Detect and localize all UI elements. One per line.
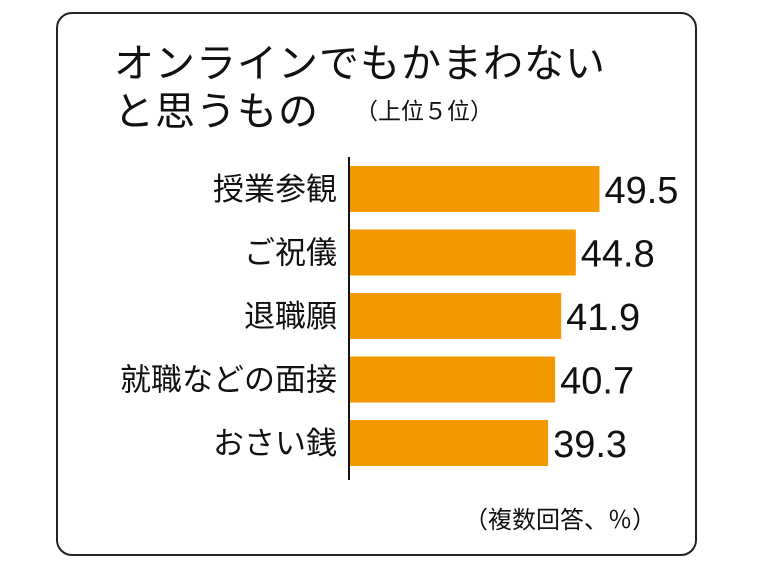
category-label-2: 退職願 xyxy=(244,299,337,335)
category-label-3: 就職などの面接 xyxy=(120,363,337,399)
bar-4 xyxy=(350,420,549,466)
bar-0 xyxy=(350,166,600,212)
bar-1 xyxy=(350,229,576,276)
chart-title-line1: オンラインでもかまわない xyxy=(114,41,606,87)
bar-2 xyxy=(350,293,562,339)
chart-title-line2: と思うもの （上位５位） xyxy=(114,92,493,132)
value-label-3: 40.7 xyxy=(560,361,634,403)
value-label-0: 49.5 xyxy=(604,170,678,212)
chart-subtitle: （上位５位） xyxy=(355,99,493,125)
category-label-1: ご祝儀 xyxy=(244,236,337,272)
category-label-4: おさい銭 xyxy=(213,426,337,462)
value-label-4: 39.3 xyxy=(553,424,627,466)
value-label-2: 41.9 xyxy=(566,297,640,339)
bar-3 xyxy=(350,356,556,403)
chart-note: （複数回答、％） xyxy=(464,506,656,534)
value-label-1: 44.8 xyxy=(581,234,655,276)
chart-title-line2-text: と思うもの xyxy=(114,89,319,135)
category-label-0: 授業参観 xyxy=(213,172,337,208)
